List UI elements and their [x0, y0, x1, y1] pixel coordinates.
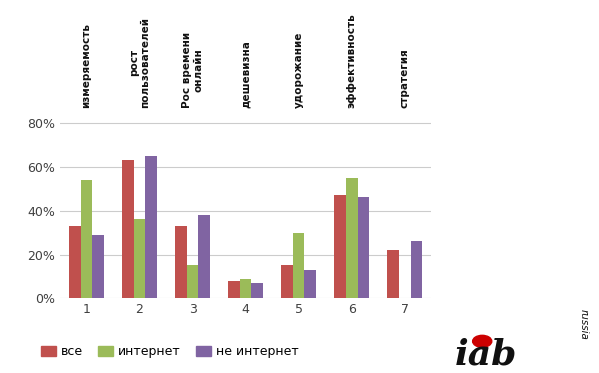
Bar — [187, 266, 198, 298]
Bar — [134, 219, 146, 298]
Legend: все, интернет, не интернет: все, интернет, не интернет — [36, 340, 304, 363]
Bar — [410, 241, 422, 298]
Bar — [281, 266, 293, 298]
Bar — [252, 283, 263, 298]
Text: стратегия: стратегия — [400, 48, 410, 108]
Bar — [358, 197, 369, 298]
Text: iab: iab — [455, 337, 518, 371]
Text: измеряемость: измеряемость — [81, 23, 92, 108]
Bar — [92, 235, 104, 298]
Text: Рос времени
онлайн: Рос времени онлайн — [181, 32, 203, 108]
Bar — [198, 215, 210, 298]
Bar — [228, 281, 240, 298]
Bar — [293, 233, 304, 298]
Bar — [146, 156, 157, 298]
Bar — [387, 250, 399, 298]
Text: рост
пользователей: рост пользователей — [129, 17, 150, 108]
Bar — [346, 178, 358, 298]
Bar — [304, 270, 316, 298]
Bar — [175, 226, 187, 298]
Text: дешевизна: дешевизна — [241, 40, 250, 108]
Bar — [81, 180, 92, 298]
Text: удорожание: удорожание — [294, 32, 304, 108]
Text: russia: russia — [579, 308, 589, 339]
Bar — [240, 279, 252, 298]
Bar — [69, 226, 81, 298]
Bar — [122, 160, 134, 298]
Text: эффективность: эффективность — [347, 13, 356, 108]
Bar — [334, 195, 346, 298]
